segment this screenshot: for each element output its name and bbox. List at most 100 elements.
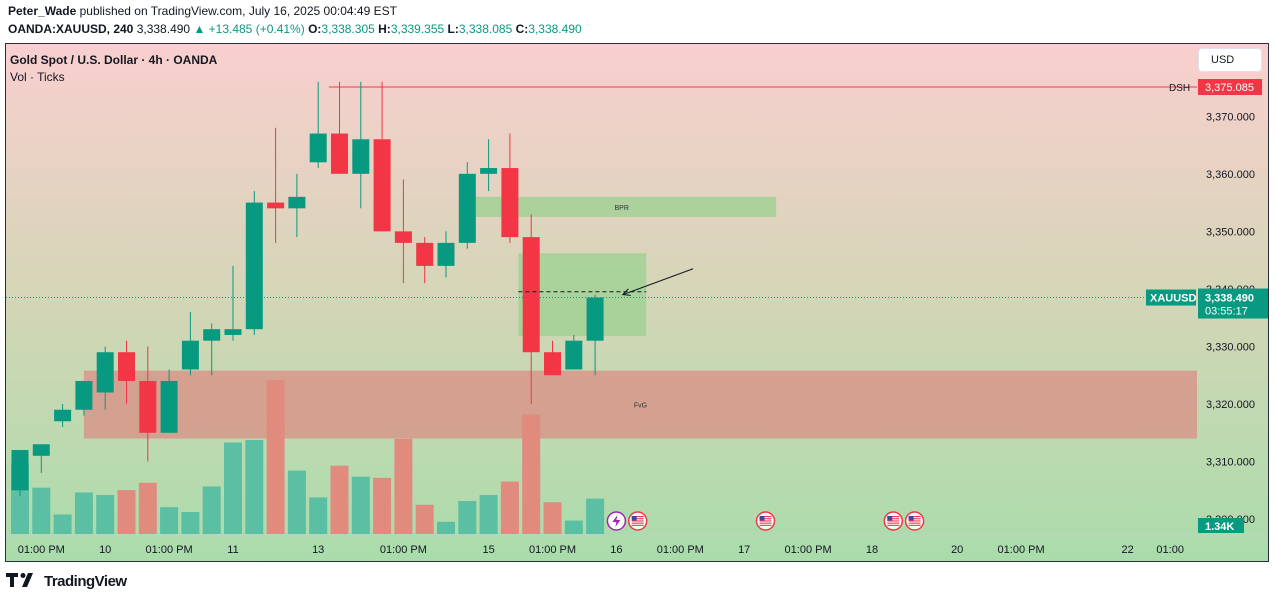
flag-stripe (908, 522, 921, 524)
time-tick-label: 22 (1121, 544, 1133, 556)
candle-down (118, 352, 135, 381)
volume-bar (309, 497, 328, 534)
flag-stripe (631, 516, 644, 518)
flag-canton (631, 516, 637, 521)
open-label: O: (308, 22, 322, 36)
flag-stripe (759, 518, 772, 520)
zone-bpr (467, 196, 777, 217)
low-label: L: (447, 22, 459, 36)
flag-stripe (887, 524, 900, 526)
candle-up (54, 409, 72, 422)
candle-down (139, 380, 157, 433)
flag-stripe (759, 520, 772, 522)
flag-stripe (631, 522, 644, 524)
volume-bar (458, 501, 477, 534)
candle-down (501, 168, 519, 238)
flag-stripe (887, 516, 900, 518)
candle-up (203, 329, 221, 341)
candle-down (331, 133, 348, 174)
chart-area[interactable]: BPRFvGDSH3,370.0003,360.0003,350.0003,34… (5, 43, 1269, 562)
price-tick-label: 3,320.000 (1206, 399, 1255, 411)
symbol-tag-label: XAUUSD (1150, 293, 1197, 305)
close-value: 3,338.490 (528, 22, 582, 36)
candle-down (373, 139, 391, 232)
volume-bar (181, 512, 200, 534)
price-change: ▲ +13.485 (+0.41%) (193, 22, 305, 36)
flag-stripe (908, 516, 921, 518)
candle-up (11, 450, 29, 491)
candle-up (352, 139, 370, 174)
volume-bar (138, 482, 157, 534)
flag-stripe (887, 520, 900, 522)
chart-canvas[interactable]: BPRFvGDSH3,370.0003,360.0003,350.0003,34… (6, 44, 1269, 562)
volume-bar (351, 476, 370, 534)
volume-bar (479, 494, 498, 534)
volume-bar (224, 442, 242, 534)
volume-bar (32, 487, 51, 534)
last-price: 3,338.490 (136, 22, 191, 36)
volume-bar (373, 477, 392, 534)
volume-bar (202, 486, 221, 534)
time-tick-label: 01:00 PM (529, 544, 576, 556)
flag-stripe (908, 520, 921, 522)
author-name[interactable]: Peter_Wade (8, 4, 77, 18)
time-tick-label: 17 (738, 544, 750, 556)
candle-down (416, 242, 434, 266)
countdown-label: 03:55:17 (1205, 306, 1248, 318)
time-tick-label: 11 (227, 544, 238, 556)
candle-up (181, 340, 199, 370)
zone-label: FvG (634, 403, 647, 410)
volume-bar (245, 440, 264, 534)
last-price-tag (1198, 288, 1268, 319)
brand-name: TradingView (44, 572, 127, 590)
flag-stripe (631, 518, 644, 520)
time-tick-label: 20 (951, 544, 963, 556)
flag-canton (887, 516, 893, 521)
time-tick-label: 18 (866, 544, 878, 556)
candle-up (245, 202, 263, 330)
volume-bar (53, 514, 72, 534)
time-tick-label: 10 (99, 544, 111, 556)
volume-bar (564, 520, 583, 534)
ohlc-line: OANDA:XAUUSD, 240 3,338.490 ▲ +13.485 (+… (8, 22, 582, 36)
candle-up (309, 133, 327, 163)
time-tick-label: 01:00 PM (657, 544, 704, 556)
volume-bar (500, 481, 519, 534)
time-tick-label: 01:00 PM (380, 544, 427, 556)
candle-down (522, 237, 540, 353)
candle-down (394, 231, 412, 243)
flag-stripe (908, 524, 921, 526)
symbol-tag (1146, 289, 1196, 306)
volume-tag (1198, 518, 1244, 533)
arrow-line (622, 268, 694, 296)
candle-up (458, 173, 476, 243)
symbol-label: OANDA:XAUUSD, 240 (8, 22, 134, 36)
candle-up (586, 297, 604, 341)
publish-line: Peter_Wade published on TradingView.com,… (8, 4, 397, 18)
price-tick-label: 3,330.000 (1206, 341, 1255, 353)
volume-bar (522, 414, 541, 534)
time-tick-label: 01:00 PM (18, 544, 65, 556)
flag-stripe (631, 520, 644, 522)
close-label: C: (515, 22, 529, 36)
price-tick-label: 3,370.000 (1206, 111, 1255, 123)
lightning-glyph (612, 515, 621, 527)
dsh-price-tag (1198, 79, 1262, 95)
volume-bar (74, 492, 93, 534)
time-tick-label: 01:00 PM (785, 544, 832, 556)
flag-stripe (759, 516, 772, 518)
candle-up (160, 380, 178, 433)
dsh-price-label: 3,375.085 (1205, 82, 1254, 94)
currency-button[interactable]: USD (1198, 48, 1262, 72)
flag-canton (908, 516, 914, 521)
flag-stripe (759, 522, 772, 524)
volume-bar (437, 521, 455, 534)
legend-volume[interactable]: Vol · Ticks (10, 70, 65, 84)
candle-up (437, 242, 455, 266)
legend-title[interactable]: Gold Spot / U.S. Dollar · 4h · OANDA (10, 53, 218, 67)
volume-bar (160, 507, 179, 534)
volume-bar (415, 504, 434, 534)
dsh-label: DSH (1169, 83, 1190, 94)
footer-brand[interactable]: TradingView (6, 571, 127, 591)
candle-up (96, 352, 114, 393)
